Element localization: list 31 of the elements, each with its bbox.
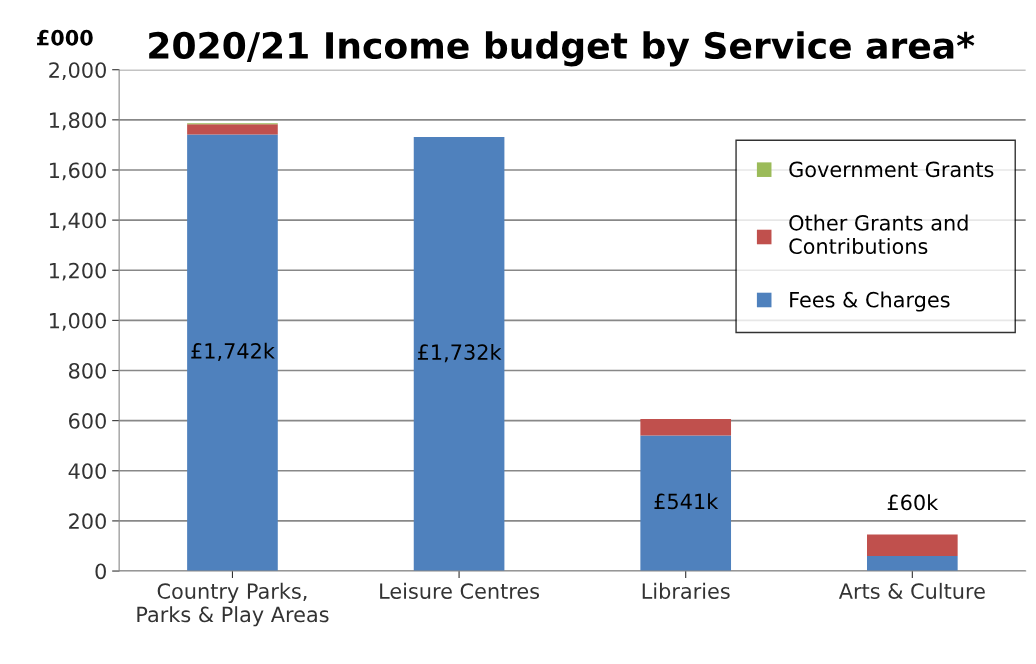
x-tick-label: Libraries [642,582,730,599]
data-label: £541k [654,493,719,510]
bar [640,418,732,436]
y-tick-label: 2,000 [49,62,106,81]
data-label: £60k [887,494,939,511]
legend-label: Other Grants and Contributions [789,214,968,255]
y-axis-title: £000 [37,29,93,46]
y-tick-label: 1,000 [49,312,106,331]
legend-label: Fees & Charges [790,291,950,312]
bar [187,134,278,572]
bar [187,124,278,135]
data-label: £1,732k [417,343,502,363]
legend-label: Government Grants [789,161,994,178]
bar [413,136,505,572]
x-tick-label: Arts & Culture [838,582,985,599]
x-tick-label: Leisure Centres [380,582,540,599]
chart-title: 2020/21 Income budget by Service area* [149,31,975,67]
y-tick-label: 1,200 [49,262,106,281]
data-label: £1,742k [191,342,275,361]
x-tick-label: Country Parks, Parks & Play Areas [137,582,329,627]
y-tick-label: 1,800 [49,112,106,131]
y-tick-label: 600 [69,413,106,429]
y-tick-label: 800 [68,362,106,379]
bar [640,435,732,572]
y-tick-label: 1,400 [49,212,106,231]
bar [867,556,958,572]
y-tick-label: 200 [69,513,106,530]
y-tick-label: 1,600 [49,162,106,181]
y-tick-label: 0 [95,563,106,580]
bar [867,534,958,556]
y-tick-label: 400 [68,463,106,479]
